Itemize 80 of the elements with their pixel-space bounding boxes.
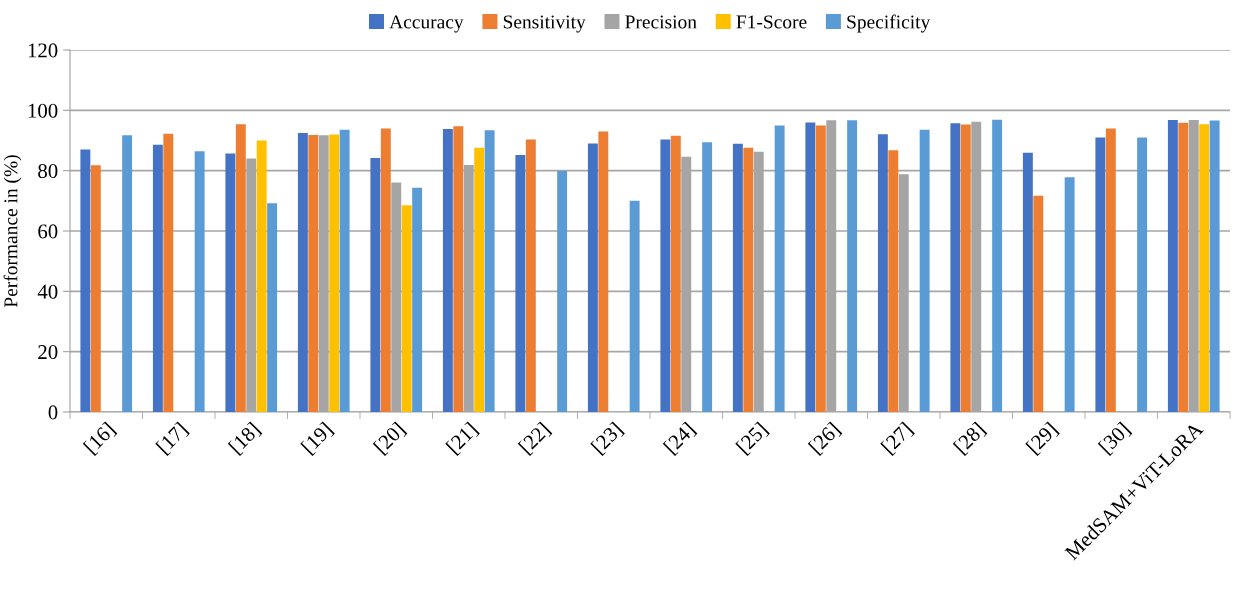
bar <box>847 120 858 412</box>
bar <box>380 128 391 412</box>
bar <box>815 125 826 412</box>
bar <box>1167 119 1178 412</box>
bar <box>401 205 412 412</box>
x-tick-label: [23] <box>590 421 625 456</box>
bar <box>515 154 526 412</box>
bar <box>339 129 350 412</box>
bar <box>90 165 101 412</box>
bar <box>442 129 453 412</box>
x-tick-label: [16] <box>82 421 118 456</box>
legend-label: Specificity <box>847 14 931 33</box>
bar <box>235 124 246 412</box>
bar <box>525 139 536 412</box>
bar <box>1064 177 1075 412</box>
bar <box>774 125 785 412</box>
x-tick-label: [17] <box>155 421 190 456</box>
bar <box>1137 137 1148 412</box>
bar <box>1105 128 1116 412</box>
legend-label: Sensitivity <box>503 15 586 33</box>
bar <box>484 130 495 412</box>
bar <box>919 129 930 412</box>
bar <box>732 143 743 412</box>
x-tick-label: [26] <box>807 421 843 456</box>
bar <box>370 158 381 412</box>
y-tick-label: 100 <box>28 103 58 118</box>
bar <box>1033 195 1044 412</box>
bar <box>474 147 485 412</box>
bar <box>743 147 754 412</box>
bar <box>80 149 91 412</box>
legend-label: Accuracy <box>389 15 464 33</box>
x-tick-label: [18] <box>227 421 263 456</box>
bar <box>888 150 899 412</box>
y-tick-label: 0 <box>48 405 58 420</box>
bar <box>598 131 609 412</box>
bar <box>557 170 568 412</box>
x-tick-label: [29] <box>1025 421 1060 456</box>
bar <box>1209 120 1220 412</box>
y-axis-title: Performance in (%) <box>3 155 22 308</box>
x-tick-label: [24] <box>662 421 698 456</box>
bar <box>194 151 205 412</box>
bar <box>267 203 278 412</box>
bar <box>960 124 971 412</box>
bar <box>225 153 236 412</box>
x-tick-label: [22] <box>517 421 553 456</box>
bar <box>329 134 340 412</box>
bar <box>660 139 671 412</box>
bar <box>992 119 1003 412</box>
bar <box>629 200 640 412</box>
x-tick-label: [19] <box>300 421 335 456</box>
y-tick-label: 40 <box>37 284 58 299</box>
x-tick-label: [20] <box>372 421 408 456</box>
bar <box>1178 122 1189 412</box>
bar <box>950 123 961 412</box>
bar <box>805 122 816 412</box>
x-tick-label: [25] <box>735 421 770 456</box>
y-tick-label: 20 <box>38 345 58 360</box>
bar <box>152 144 163 412</box>
y-tick-label: 80 <box>38 164 58 179</box>
bar <box>453 126 464 412</box>
bar <box>256 140 267 412</box>
y-tick-label: 60 <box>38 224 58 239</box>
bar <box>877 134 888 412</box>
bar <box>1199 124 1210 412</box>
legend-label: F1-Score <box>736 15 807 29</box>
x-tick-label: [27] <box>880 421 915 456</box>
legend-label: Precision <box>625 15 697 29</box>
bar <box>587 143 598 412</box>
x-tick-label: [28] <box>952 421 988 456</box>
bar <box>670 135 681 412</box>
bar <box>297 132 308 412</box>
bar <box>122 135 133 412</box>
bar <box>308 135 319 412</box>
bar <box>702 142 713 412</box>
y-tick-label: 120 <box>28 43 58 58</box>
bar <box>163 133 174 412</box>
bar <box>1095 137 1106 412</box>
bar <box>1022 152 1033 412</box>
x-tick-label: [21] <box>445 421 480 456</box>
bar <box>412 187 423 412</box>
